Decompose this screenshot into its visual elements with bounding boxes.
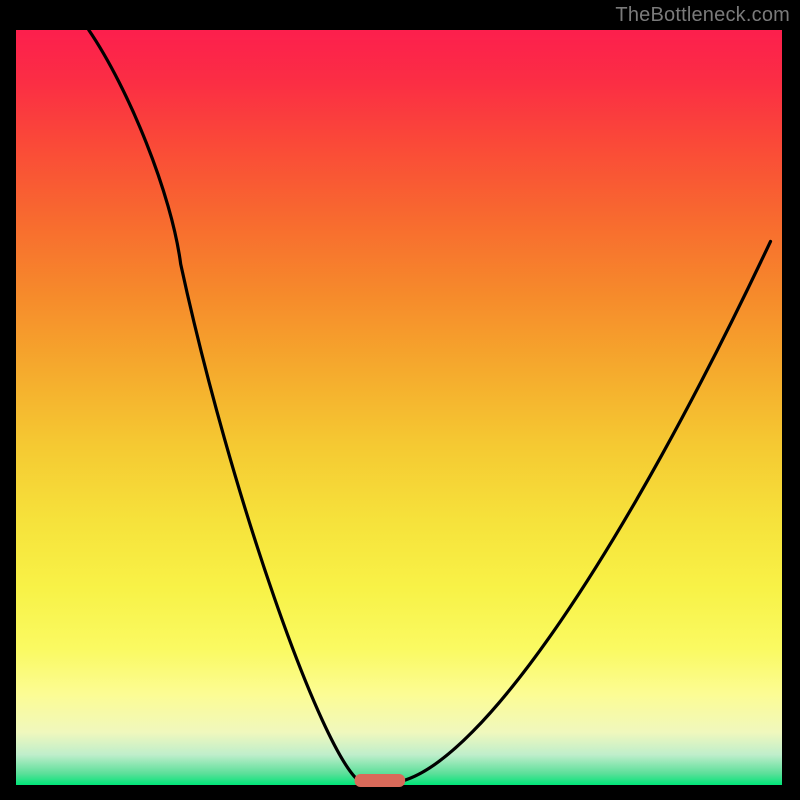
chart-frame: TheBottleneck.com [0, 0, 800, 800]
watermark-text: TheBottleneck.com [615, 4, 790, 27]
plot-background [16, 30, 782, 785]
trough-marker [355, 774, 406, 787]
bottleneck-chart [0, 0, 800, 800]
